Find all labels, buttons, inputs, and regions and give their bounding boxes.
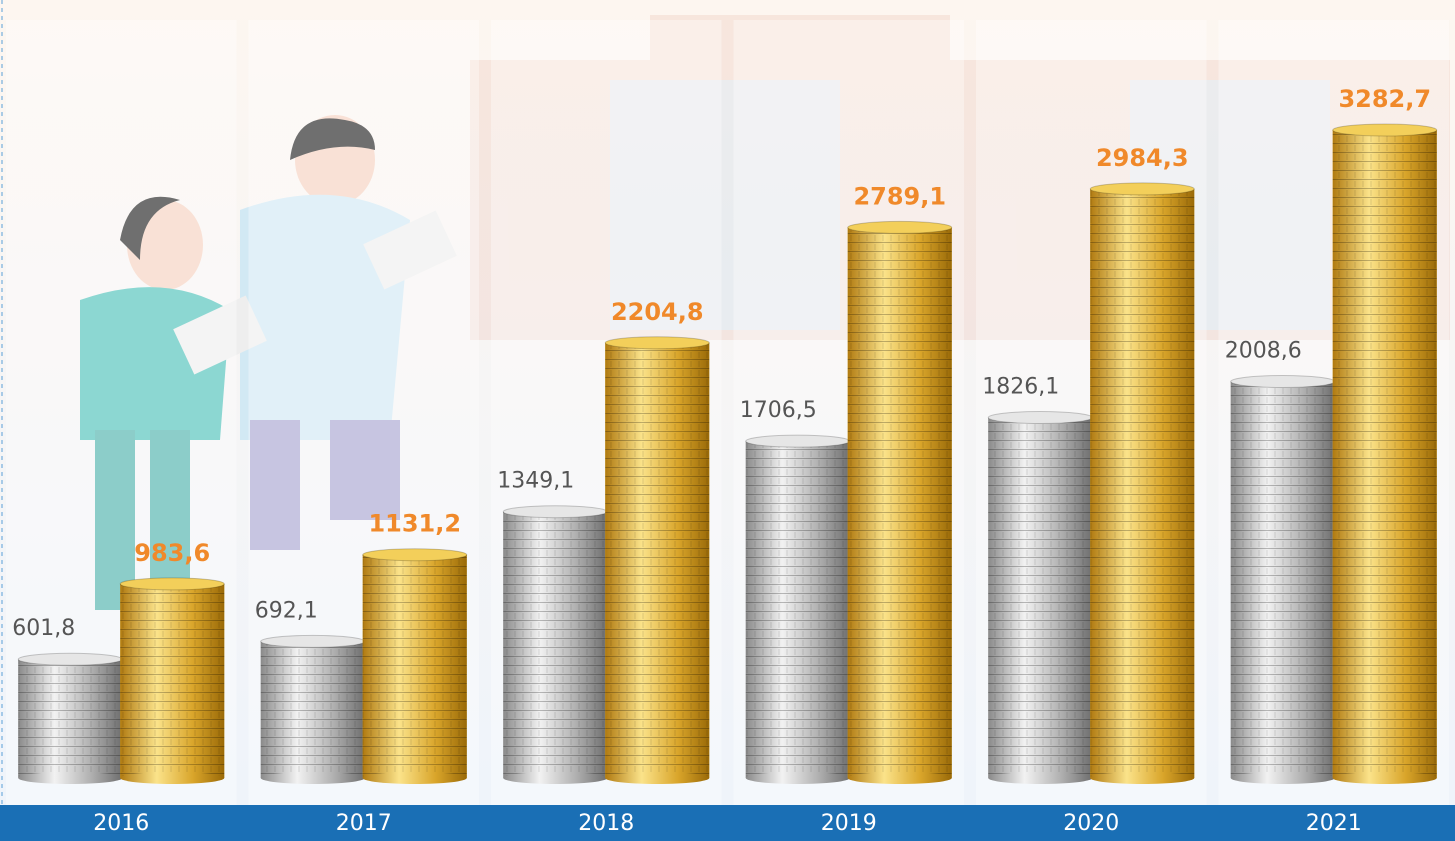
value-label: 2204,8	[611, 298, 704, 326]
value-label: 2984,3	[1096, 144, 1189, 172]
coin-bottom	[260, 772, 365, 784]
x-tick-label: 2019	[821, 811, 877, 836]
coin-bottom	[503, 772, 608, 784]
coin-bottom	[605, 772, 710, 784]
coin-top	[1332, 123, 1438, 137]
coin-edges	[362, 554, 467, 778]
coin-edges	[503, 511, 608, 778]
coin-top	[847, 220, 953, 234]
coin-bottom	[18, 772, 123, 784]
coin-edges	[988, 417, 1093, 778]
coin-top	[604, 336, 710, 350]
coin-top	[987, 411, 1093, 425]
coin-top	[260, 634, 366, 648]
x-tick-label: 2017	[336, 811, 392, 836]
coin-top	[1089, 182, 1195, 196]
value-label: 1131,2	[368, 510, 461, 538]
coin-edges	[260, 641, 365, 778]
coin-edges	[1090, 188, 1195, 779]
coin-bottom	[362, 772, 467, 784]
coin-top	[119, 577, 225, 591]
coin-bottom	[988, 772, 1093, 784]
x-tick-label: 2018	[578, 811, 634, 836]
coin-top	[502, 505, 608, 519]
coin-bottom	[745, 772, 850, 784]
coin-edges	[1332, 130, 1437, 778]
value-label: 1349,1	[497, 469, 574, 494]
value-label: 2008,6	[1225, 339, 1302, 364]
coin-bottom	[1090, 772, 1195, 784]
value-label: 692,1	[255, 598, 318, 623]
coin-bottom	[1332, 772, 1437, 784]
coin-edges	[1230, 381, 1335, 778]
coin-bottom	[847, 772, 952, 784]
coin-edges	[120, 583, 225, 778]
value-label: 983,6	[134, 539, 210, 567]
coin-top	[362, 548, 468, 562]
value-label: 1706,5	[740, 398, 817, 423]
coin-edges	[18, 659, 123, 778]
coin-top	[745, 434, 851, 448]
year-band	[0, 805, 1455, 841]
coin-top	[17, 652, 123, 666]
coin-edges	[605, 342, 710, 778]
coin-edges	[745, 441, 850, 778]
x-tick-label: 2016	[93, 811, 149, 836]
coin-edges	[847, 227, 952, 778]
coin-top	[1230, 375, 1336, 389]
coin-bottom	[1230, 772, 1335, 784]
value-label: 601,8	[12, 616, 75, 641]
x-tick-label: 2020	[1063, 811, 1119, 836]
value-label: 1826,1	[982, 375, 1059, 400]
coin-bottom	[120, 772, 225, 784]
x-tick-label: 2021	[1306, 811, 1362, 836]
value-label: 2789,1	[853, 182, 946, 210]
value-label: 3282,7	[1338, 85, 1431, 113]
